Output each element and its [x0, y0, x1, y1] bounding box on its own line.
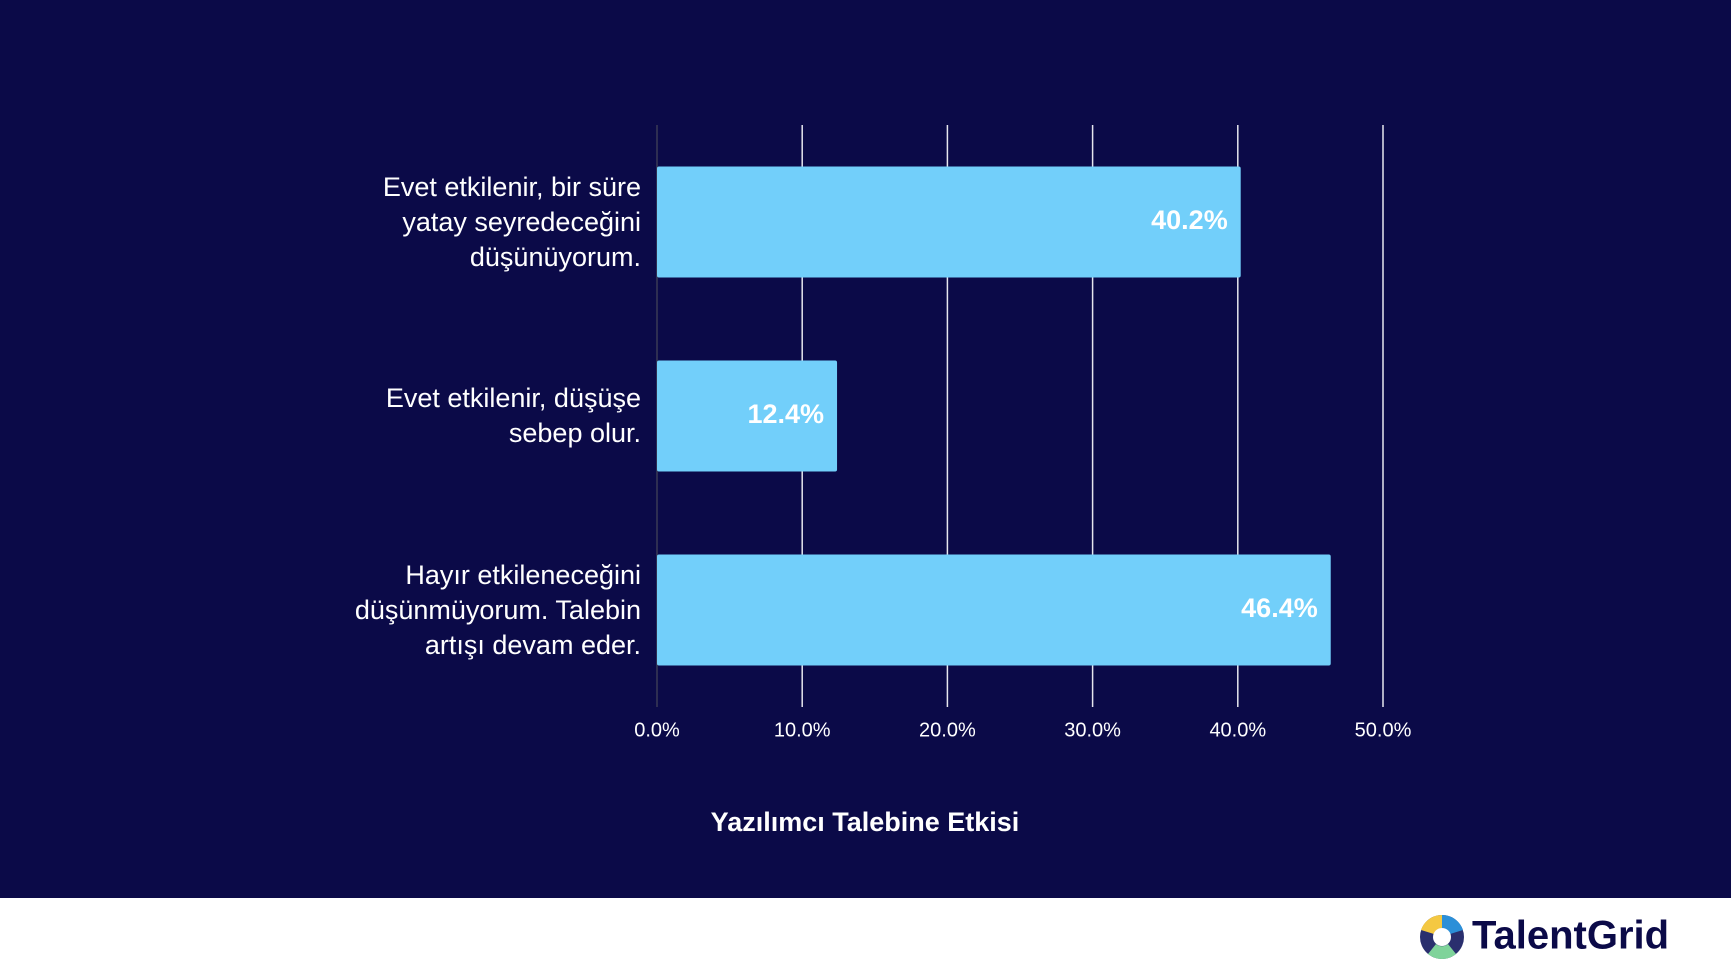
value-label: 46.4%: [1241, 593, 1318, 623]
x-tick-label: 10.0%: [774, 719, 831, 741]
y-tick-label: Hayır etkileneceğini düşünmüyorum. Taleb…: [354, 559, 641, 660]
bar: [657, 360, 838, 472]
y-tick-label: Evet etkilenir, düşüşe sebep olur.: [385, 383, 641, 448]
x-tick-label: 30.0%: [1064, 719, 1121, 741]
chart-title: Yazılımcı Talebine Etkisi: [711, 807, 1020, 837]
value-label: 40.2%: [1151, 205, 1228, 235]
logo-segment: [1428, 944, 1456, 960]
logo-segment: [1442, 914, 1463, 934]
bar: [657, 554, 1331, 666]
chart-background: [0, 0, 1731, 898]
logo-segment: [1421, 914, 1442, 934]
y-tick-label: Evet etkilenir, bir süre yatay seyredece…: [382, 171, 641, 272]
brand-name: TalentGrid: [1472, 914, 1669, 958]
x-tick-label: 50.0%: [1355, 719, 1412, 741]
value-label: 12.4%: [747, 399, 824, 429]
x-tick-label: 0.0%: [634, 719, 680, 741]
x-tick-label: 20.0%: [919, 719, 976, 741]
x-tick-label: 40.0%: [1209, 719, 1266, 741]
logo-center: [1433, 928, 1451, 946]
logo: TalentGrid: [1420, 914, 1669, 960]
bar: [657, 166, 1241, 278]
